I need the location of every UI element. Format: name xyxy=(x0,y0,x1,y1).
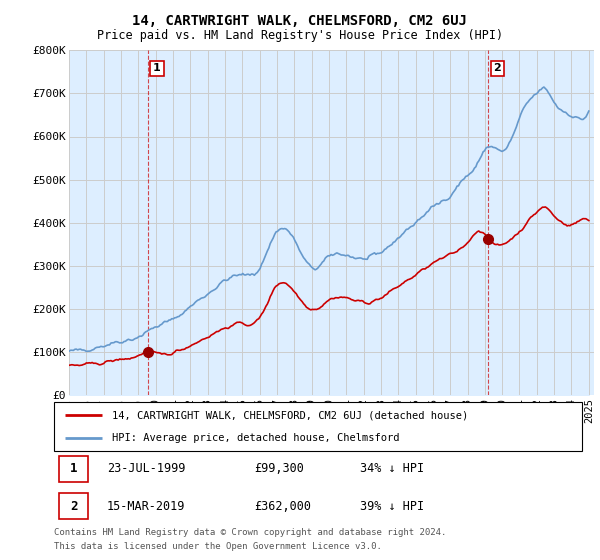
Text: 34% ↓ HPI: 34% ↓ HPI xyxy=(360,463,424,475)
FancyBboxPatch shape xyxy=(59,493,88,520)
Text: 2: 2 xyxy=(70,500,77,512)
Text: Price paid vs. HM Land Registry's House Price Index (HPI): Price paid vs. HM Land Registry's House … xyxy=(97,29,503,42)
Text: 1: 1 xyxy=(153,63,161,73)
Text: 23-JUL-1999: 23-JUL-1999 xyxy=(107,463,185,475)
FancyBboxPatch shape xyxy=(59,456,88,482)
Text: 1: 1 xyxy=(70,463,77,475)
Text: £362,000: £362,000 xyxy=(254,500,311,512)
Text: 15-MAR-2019: 15-MAR-2019 xyxy=(107,500,185,512)
Text: Contains HM Land Registry data © Crown copyright and database right 2024.: Contains HM Land Registry data © Crown c… xyxy=(54,528,446,536)
Text: £99,300: £99,300 xyxy=(254,463,305,475)
Text: 39% ↓ HPI: 39% ↓ HPI xyxy=(360,500,424,512)
Text: 2: 2 xyxy=(494,63,501,73)
Text: This data is licensed under the Open Government Licence v3.0.: This data is licensed under the Open Gov… xyxy=(54,542,382,551)
Text: 14, CARTWRIGHT WALK, CHELMSFORD, CM2 6UJ (detached house): 14, CARTWRIGHT WALK, CHELMSFORD, CM2 6UJ… xyxy=(112,410,469,421)
Text: HPI: Average price, detached house, Chelmsford: HPI: Average price, detached house, Chel… xyxy=(112,433,400,444)
FancyBboxPatch shape xyxy=(54,402,582,451)
Text: 14, CARTWRIGHT WALK, CHELMSFORD, CM2 6UJ: 14, CARTWRIGHT WALK, CHELMSFORD, CM2 6UJ xyxy=(133,14,467,28)
